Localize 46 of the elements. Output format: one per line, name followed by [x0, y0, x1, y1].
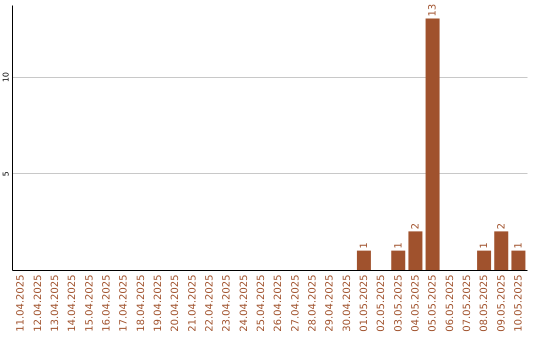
- x-tick-label: 29.04.2025: [324, 274, 336, 332]
- y-tick-label: 5: [2, 171, 10, 176]
- bar: [494, 231, 508, 270]
- bar: [356, 250, 371, 270]
- x-tick-label: 16.04.2025: [101, 274, 112, 332]
- bar: [391, 250, 406, 270]
- x-tick-label: 18.04.2025: [136, 274, 147, 332]
- y-tick-label: 10: [2, 72, 10, 82]
- x-tick-label: 03.05.2025: [393, 274, 404, 332]
- x-tick-label: 23.04.2025: [222, 274, 233, 332]
- x-tick-label: 05.05.2025: [428, 274, 439, 332]
- x-tick-label: 17.04.2025: [118, 274, 130, 332]
- data-label: 2: [410, 222, 422, 230]
- x-tick-label: 10.05.2025: [513, 274, 524, 332]
- x-tick-label: 13.04.2025: [50, 274, 61, 332]
- x-tick-label: 11.04.2025: [16, 274, 27, 332]
- x-tick-label: 15.04.2025: [84, 274, 96, 332]
- data-label: 13: [428, 4, 439, 17]
- bar: [426, 18, 440, 270]
- x-tick-label: 20.04.2025: [170, 274, 182, 332]
- x-tick-label: 09.05.2025: [496, 274, 508, 332]
- x-tick-label: 22.04.2025: [204, 274, 216, 332]
- x-tick-label: 14.04.2025: [67, 274, 78, 332]
- x-tick-label: 30.04.2025: [342, 274, 353, 332]
- x-tick-label: 12.04.2025: [32, 274, 44, 332]
- bar: [408, 231, 422, 270]
- x-tick-label: 01.05.2025: [358, 274, 370, 332]
- data-label: 1: [479, 242, 490, 249]
- x-tick-label: 08.05.2025: [479, 274, 490, 332]
- x-tick-label: 06.05.2025: [444, 274, 456, 332]
- x-tick-label: 04.05.2025: [410, 274, 422, 332]
- bar: [477, 250, 492, 270]
- x-tick-label: 26.04.2025: [273, 274, 284, 332]
- x-tick-label: 19.04.2025: [152, 274, 164, 332]
- x-tick-label: 28.04.2025: [307, 274, 318, 332]
- x-tick-label: 21.04.2025: [187, 274, 198, 332]
- x-tick-label: 07.05.2025: [462, 274, 473, 332]
- data-label: 1: [358, 242, 370, 249]
- data-label: 1: [393, 242, 404, 249]
- x-tick-label: 24.04.2025: [238, 274, 250, 332]
- x-tick-label: 25.04.2025: [256, 274, 267, 332]
- x-tick-label: 27.04.2025: [290, 274, 302, 332]
- bar: [511, 250, 526, 270]
- x-tick-label: 02.05.2025: [376, 274, 388, 332]
- data-label: 2: [496, 222, 508, 230]
- data-label: 1: [513, 242, 524, 249]
